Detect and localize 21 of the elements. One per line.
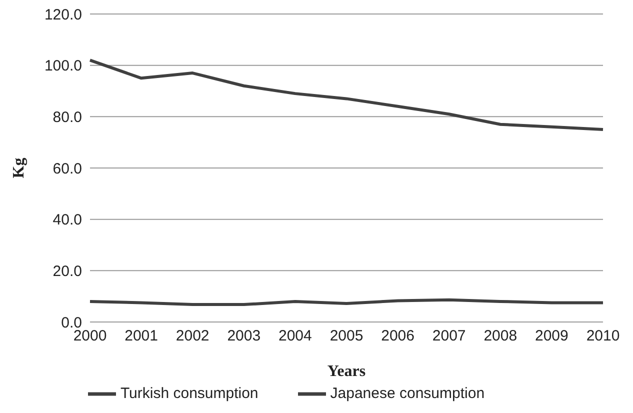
x-tick-label: 2005 [330,328,364,345]
x-tick-label: 2004 [278,328,312,345]
x-tick-label: 2007 [432,328,466,345]
x-tick-label: 2001 [124,328,158,345]
y-tick-label: 120.0 [44,6,82,24]
x-tick-label: 2010 [586,328,620,345]
y-tick-label: 100.0 [44,58,82,75]
x-tick-label: 2008 [484,328,518,345]
y-axis-title: Kg [10,158,28,178]
legend-label: Japanese consumption [330,384,485,402]
x-axis-title: Years [327,363,366,380]
x-tick-label: 2002 [176,328,210,345]
y-tick-label: 20.0 [52,262,82,280]
x-tick-label: 2003 [227,328,261,345]
y-tick-label: 60.0 [52,160,82,178]
line-series [88,58,604,131]
y-tick-label: 40.0 [52,212,82,229]
legend-label: Turkish consumption [120,384,258,402]
x-tick-label: 2006 [381,328,414,345]
y-tick-label: 80.0 [52,108,82,126]
x-tick-label: 2009 [535,328,568,345]
